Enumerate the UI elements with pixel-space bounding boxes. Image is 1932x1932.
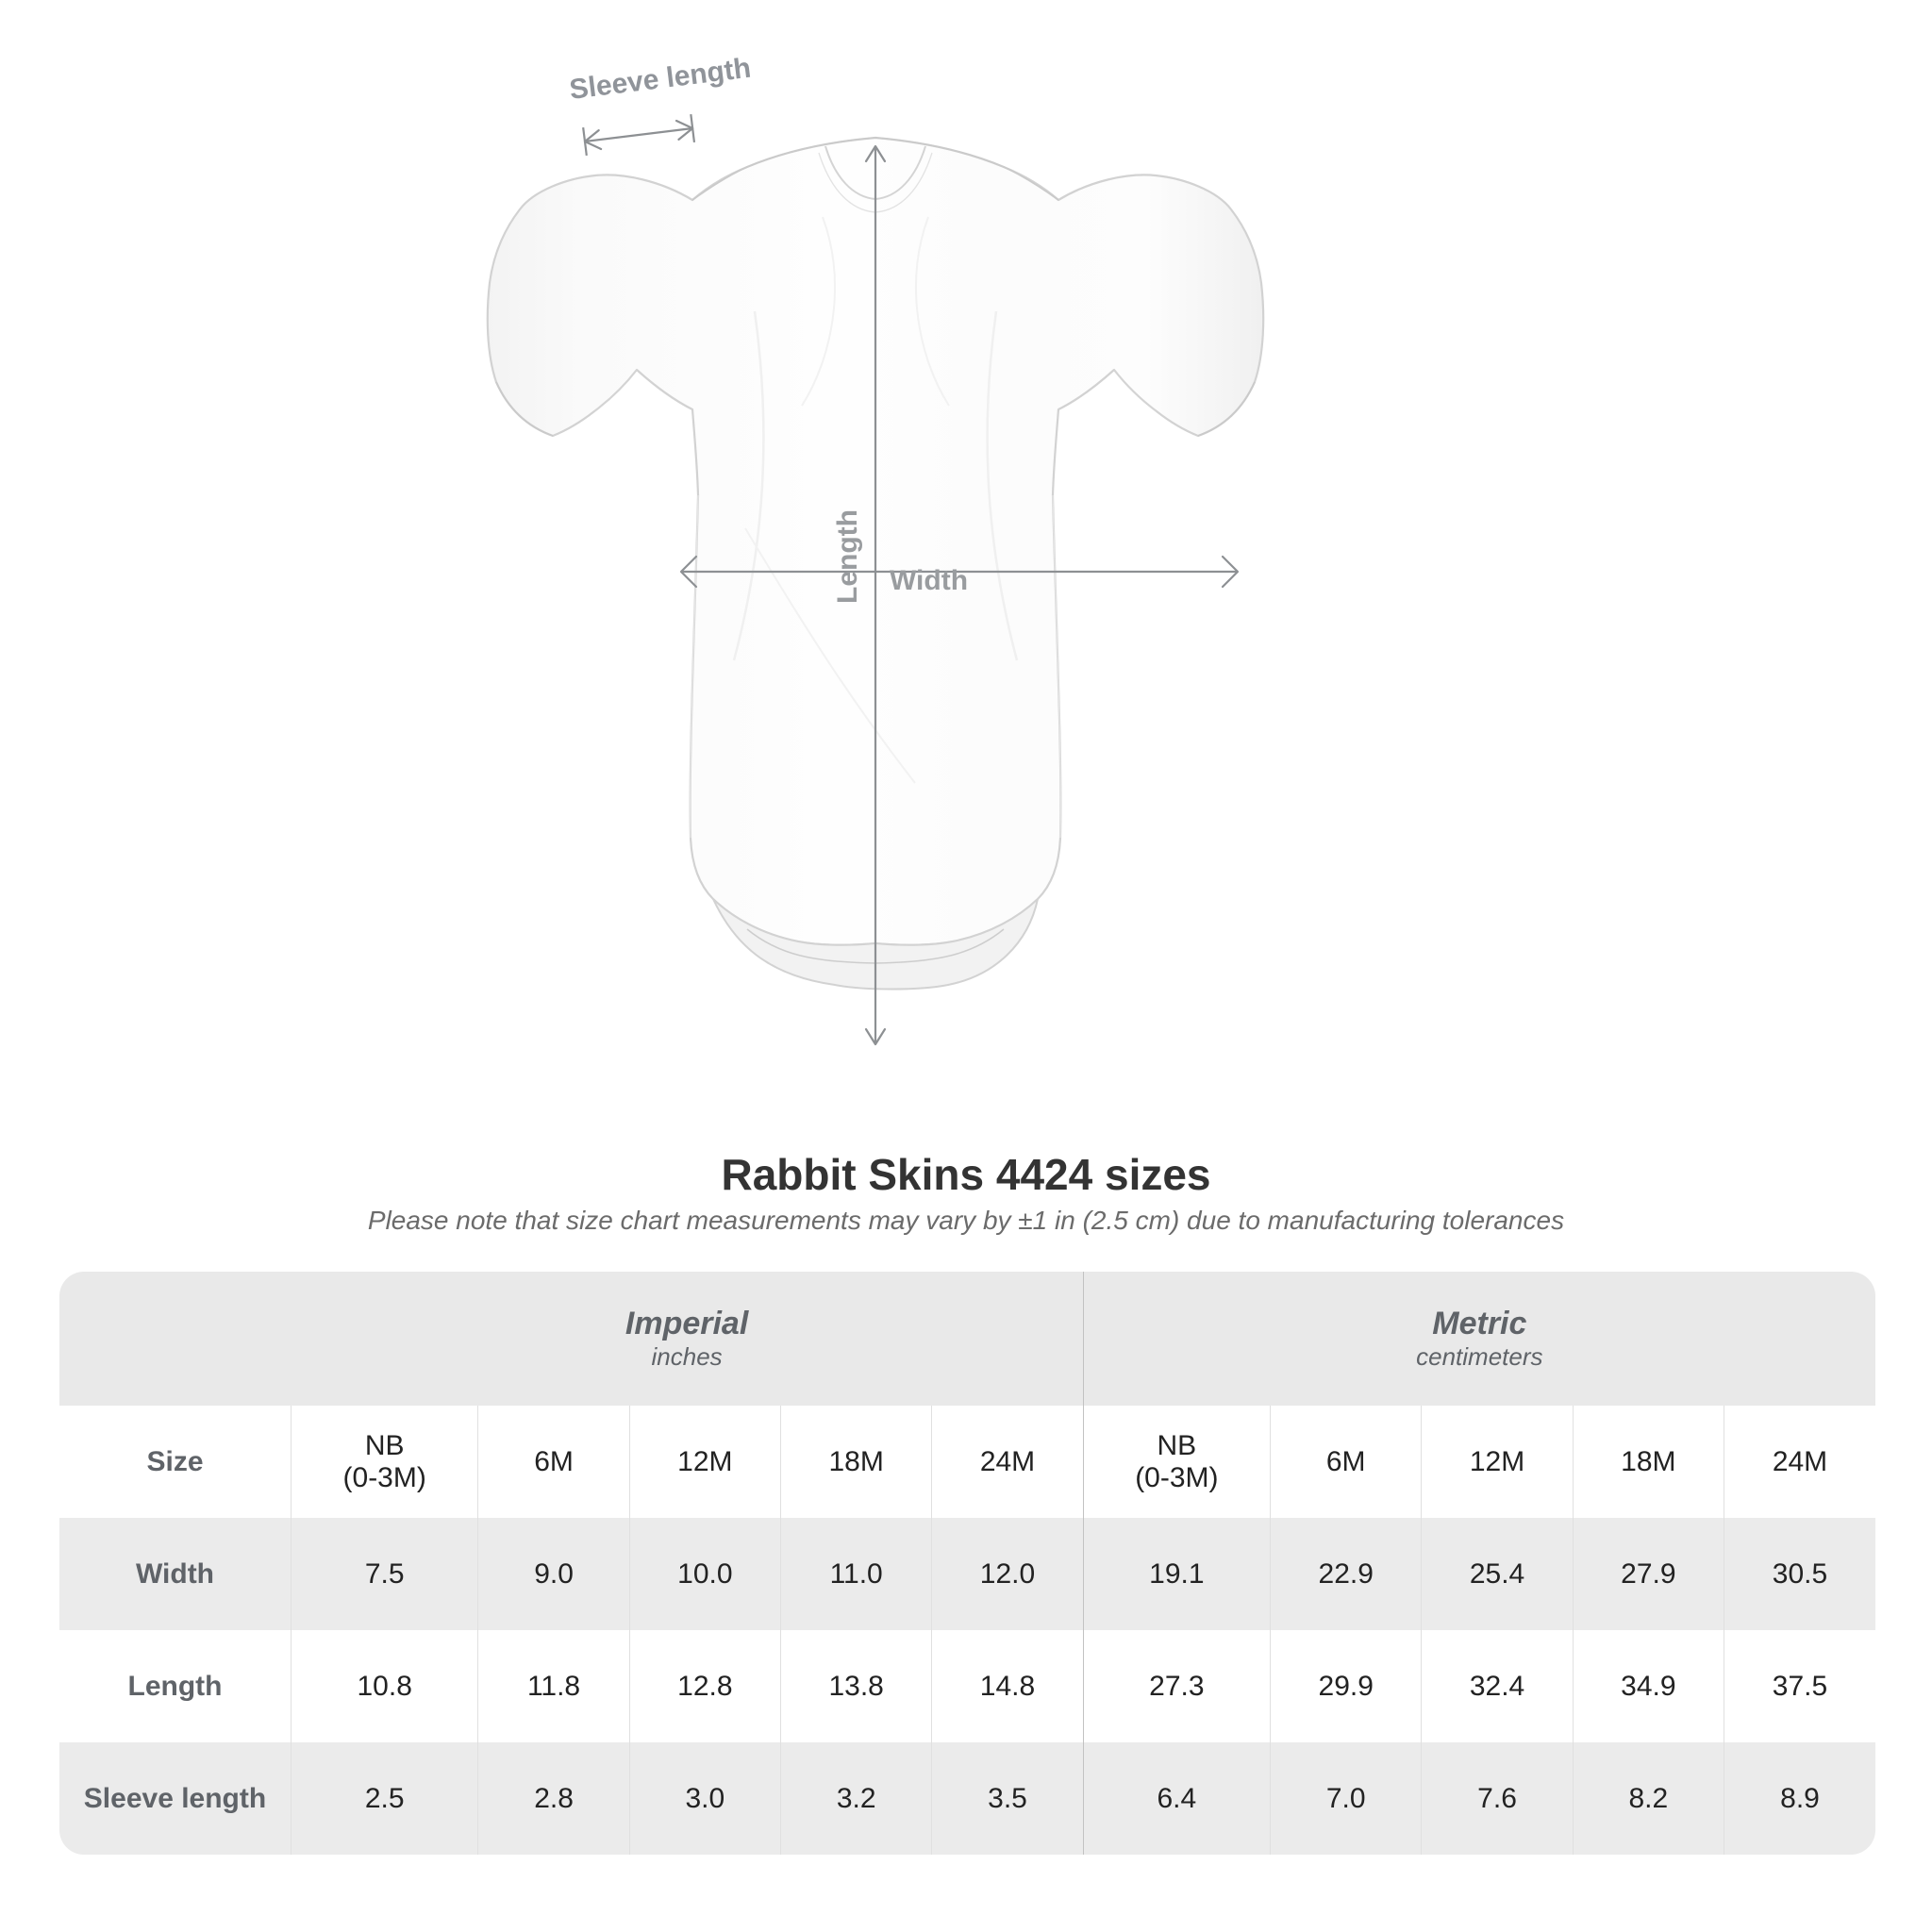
svg-text:Width: Width xyxy=(890,565,968,596)
svg-text:Length: Length xyxy=(832,509,863,604)
svg-text:Sleeve length: Sleeve length xyxy=(568,53,753,106)
